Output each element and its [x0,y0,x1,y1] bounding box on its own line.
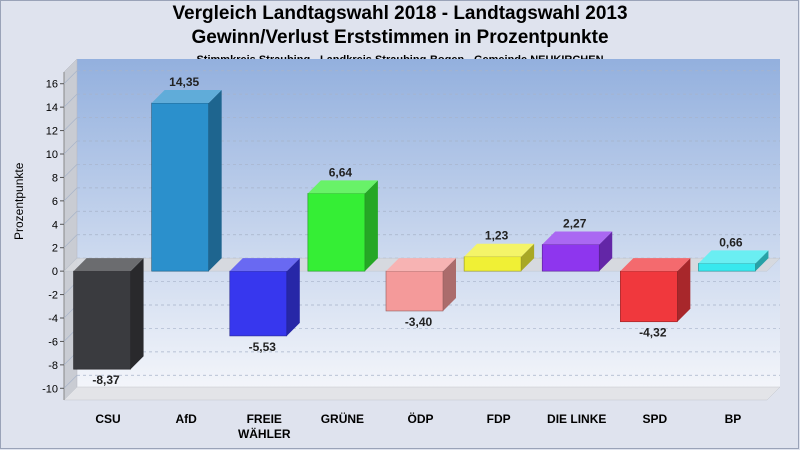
bar-side [443,258,456,311]
y-tick-label: -8 [48,360,58,372]
data-label: 14,35 [169,75,199,89]
bar-top [620,258,691,272]
y-tick-label: 6 [52,196,58,208]
gridline-side [63,93,78,108]
bar [151,102,209,272]
x-tick-label: BP [725,412,742,426]
bar [541,244,600,272]
gridline-side [63,187,78,202]
x-tick-label: FDP [487,412,511,426]
y-tick-label: -10 [42,383,58,395]
bar-top [307,180,378,194]
bar-side [521,243,535,272]
x-tick-label: SPD [642,412,667,426]
data-label: 1,23 [485,229,509,243]
bar [307,193,366,272]
y-tick-label: 0 [52,266,58,278]
y-tick-label: -2 [48,290,58,302]
bar-side [755,250,769,272]
data-label: 6,64 [329,165,353,179]
gridline-side [63,117,78,131]
bar-side [364,180,378,272]
y-tick-label: 8 [52,172,58,184]
gridline-side [63,234,78,248]
data-label: -8,37 [92,373,120,387]
x-tick-label: ÖDP [407,411,433,426]
y-tick-label: 12 [46,126,58,138]
y-tick-label: -4 [48,313,58,325]
y-tick-label: -6 [48,336,58,348]
bar [698,263,756,272]
bar-top [229,258,300,272]
bar [463,256,522,272]
gridline-side [63,211,78,225]
bar-side [130,258,144,370]
bar-top [542,231,613,245]
data-label: -5,53 [249,340,277,354]
data-label: -3,40 [405,315,433,329]
bar [73,270,131,370]
gridline-side [63,140,78,155]
x-tick-label: DIE LINKE [547,412,606,426]
x-tick-label: WÄHLER [238,426,291,441]
y-tick-label: 4 [52,219,58,231]
gridline-side [63,375,78,389]
bar [385,270,444,312]
y-tick-label: 16 [46,79,58,91]
chart-subtitle: Gewinn/Verlust Erststimmen in Prozentpun… [191,27,609,48]
x-tick-label: CSU [95,412,120,426]
y-tick-label: 10 [46,149,58,161]
bar-side [677,258,691,322]
data-label: 2,27 [563,217,587,231]
x-tick-label: GRÜNE [321,411,364,426]
x-tick-label: AfD [176,412,198,426]
bar-side [286,258,300,336]
bar-top [73,258,144,272]
bar-top [386,258,456,272]
gridline-side [63,164,78,178]
data-label: -4,32 [639,326,667,340]
bar [620,270,678,323]
x-tick-label: FREIE [247,412,282,426]
plot-floor [63,386,781,401]
y-tick-label: 2 [52,243,58,255]
chart-title: Vergleich Landtagswahl 2018 - Landtagswa… [172,3,628,24]
bar-side [599,231,613,272]
bar-top [464,243,535,257]
data-label: 0,66 [719,235,743,249]
y-tick-label: 14 [46,102,58,114]
bar-top [698,250,769,264]
bar-side [208,90,222,272]
bar [229,270,288,337]
gridline-side [63,70,78,84]
bar-top [151,90,222,104]
